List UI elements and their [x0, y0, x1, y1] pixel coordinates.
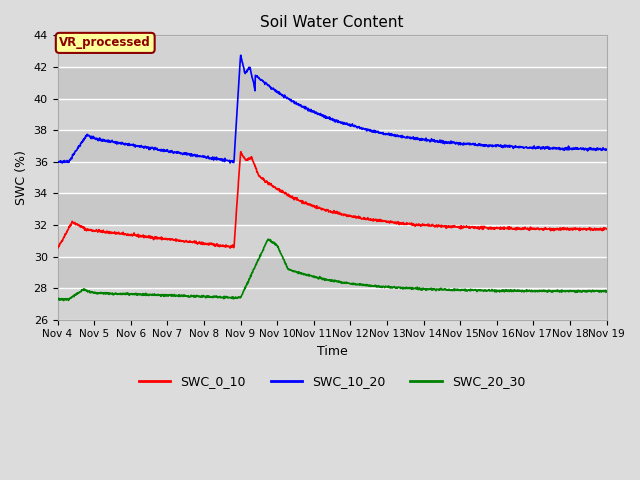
Bar [58, 162, 607, 193]
Bar [58, 256, 607, 288]
Bar [58, 67, 607, 98]
Title: Soil Water Content: Soil Water Content [260, 15, 404, 30]
Bar [58, 98, 607, 130]
Y-axis label: SWC (%): SWC (%) [15, 150, 28, 205]
Text: VR_processed: VR_processed [60, 36, 151, 49]
Bar [58, 193, 607, 225]
Bar [58, 225, 607, 256]
Bar [58, 288, 607, 320]
Bar [58, 36, 607, 67]
Legend: SWC_0_10, SWC_10_20, SWC_20_30: SWC_0_10, SWC_10_20, SWC_20_30 [134, 370, 530, 393]
X-axis label: Time: Time [317, 345, 348, 358]
Bar [58, 130, 607, 162]
